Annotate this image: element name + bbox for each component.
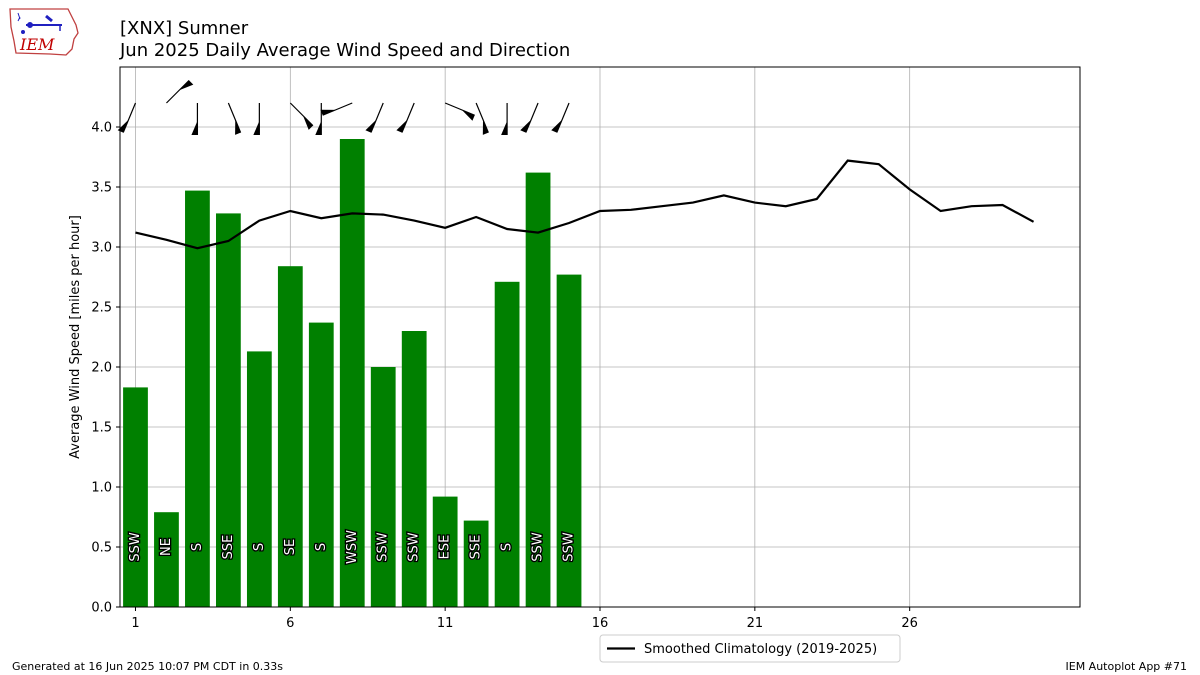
iem-logo: IEM	[9, 8, 79, 56]
chart-title: Jun 2025 Daily Average Wind Speed and Di…	[120, 40, 571, 61]
bar	[185, 190, 210, 607]
direction-label: SSW	[562, 532, 577, 562]
weather-station-icon	[17, 12, 62, 34]
direction-label: ESE	[438, 535, 453, 560]
direction-label: S	[500, 543, 515, 551]
logo-text: IEM	[19, 35, 55, 54]
wind-barb-pennant	[191, 121, 198, 135]
wind-barb-pennant	[461, 109, 475, 121]
y-tick-label: 3.0	[91, 241, 112, 256]
wind-barb-pennant	[396, 119, 408, 133]
bar	[432, 496, 458, 607]
wind-barbs	[117, 79, 570, 135]
bar	[525, 172, 551, 607]
wind-barb-shaft	[289, 102, 314, 127]
direction-label: SE	[283, 539, 298, 555]
y-tick-label: 3.5	[91, 181, 112, 196]
legend-box	[599, 634, 901, 663]
y-tick-label: 2.0	[91, 361, 112, 376]
bar	[494, 281, 520, 607]
x-tick-label: 11	[437, 616, 454, 631]
iowa-outline	[9, 8, 79, 56]
wind-barb-pennant	[303, 115, 313, 130]
x-tick-label: 16	[592, 616, 609, 631]
direction-label: WSW	[345, 530, 360, 564]
direction-label: SSE	[221, 535, 236, 560]
wind-barb-shaft	[122, 102, 137, 133]
y-tick-label: 0.5	[91, 541, 112, 556]
direction-label: S	[252, 543, 267, 551]
climatology-line	[135, 159, 1035, 250]
wind-barb-pennant	[315, 121, 322, 135]
direction-label: SSW	[376, 532, 391, 562]
x-tick-label: 1	[131, 616, 139, 631]
bar	[401, 331, 427, 607]
x-tick-label: 21	[747, 616, 764, 631]
wind-barb-shaft	[401, 102, 415, 133]
wind-barb-pennant	[179, 80, 194, 91]
wind-barb-pennant	[235, 119, 241, 135]
bar	[339, 139, 365, 607]
wind-barb-shaft	[556, 102, 570, 133]
station-title: [XNX] Sumner	[120, 18, 249, 39]
y-tick-label: 2.5	[91, 301, 112, 316]
bar	[216, 213, 241, 607]
legend: Smoothed Climatology (2019-2025)	[599, 634, 901, 663]
legend-label: Smoothed Climatology (2019-2025)	[644, 642, 877, 657]
wind-barb-shaft	[370, 102, 384, 133]
app-id-text: IEM Autoplot App #71	[1065, 660, 1188, 673]
wind-barb-pennant	[117, 119, 129, 133]
bar	[556, 274, 582, 607]
direction-label: S	[314, 543, 329, 551]
direction-label: NE	[159, 538, 174, 556]
x-tick-label: 26	[901, 616, 918, 631]
y-axis-label: Average Wind Speed [miles per hour]	[68, 215, 83, 459]
y-tick-label: 1.0	[91, 481, 112, 496]
wind-barb-pennant	[365, 119, 377, 133]
wind-barb-pennant	[253, 121, 260, 135]
generated-text: Generated at 16 Jun 2025 10:07 PM CDT in…	[12, 660, 284, 673]
direction-labels: SSW NE S SSE S SE S WSW SSW SSW ESE SSE S SSW SSW	[127, 529, 578, 566]
direction-label: SSW	[128, 532, 143, 562]
direction-label: SSW	[407, 532, 422, 562]
bars	[123, 139, 582, 607]
direction-label: SSW	[531, 532, 546, 562]
direction-label: S	[190, 543, 205, 551]
wind-barb-pennant	[501, 121, 508, 135]
bar	[246, 351, 272, 607]
bar	[277, 266, 303, 607]
x-tick-label: 6	[286, 616, 294, 631]
x-axis: 1 6 11 16 21 26	[131, 607, 918, 631]
y-tick-label: 0.0	[91, 601, 112, 616]
y-axis: 0.0 0.5 1.0 1.5 2.0 2.5 3.0 3.5 4.0	[91, 121, 120, 616]
wind-barb-shaft	[166, 79, 190, 104]
bar	[370, 367, 396, 607]
direction-label: SSE	[469, 535, 484, 560]
wind-barb-pennant	[482, 119, 489, 135]
wind-barb-pennant	[551, 119, 563, 133]
wind-barb-pennant	[320, 109, 336, 116]
wind-barb-shaft	[322, 102, 353, 116]
bar	[463, 520, 489, 607]
y-tick-label: 4.0	[91, 121, 112, 136]
bar	[123, 387, 148, 607]
y-tick-label: 1.5	[91, 421, 112, 436]
bar	[154, 512, 179, 607]
bar	[308, 322, 334, 607]
wind-barb-pennant	[520, 119, 532, 133]
